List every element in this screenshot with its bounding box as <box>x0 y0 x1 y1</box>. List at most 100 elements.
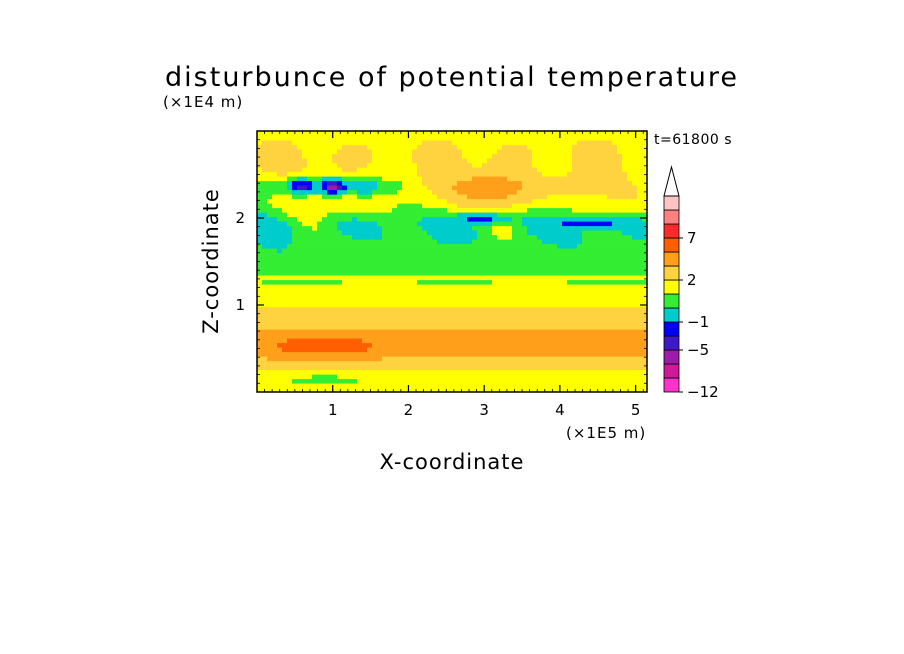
field-cell <box>542 266 548 272</box>
field-cell <box>642 212 647 218</box>
field-cell <box>432 212 438 218</box>
field-cell <box>437 329 443 335</box>
field-cell <box>257 176 263 182</box>
field-cell <box>367 383 373 389</box>
field-cell <box>607 189 613 195</box>
field-cell <box>277 239 283 245</box>
field-cell <box>377 171 383 177</box>
field-cell <box>382 131 388 137</box>
field-cell <box>367 149 373 155</box>
field-cell <box>537 284 543 290</box>
field-cell <box>367 261 373 267</box>
field-cell <box>452 347 458 353</box>
field-cell <box>322 351 328 357</box>
field-cell <box>547 230 553 236</box>
field-cell <box>562 135 568 141</box>
field-cell <box>262 356 268 362</box>
field-cell <box>507 189 513 195</box>
field-cell <box>267 158 273 164</box>
field-cell <box>262 266 268 272</box>
field-cell <box>327 149 333 155</box>
field-cell <box>292 144 298 150</box>
field-cell <box>522 180 528 186</box>
field-cell <box>507 329 513 335</box>
field-cell <box>557 171 563 177</box>
field-cell <box>532 230 538 236</box>
field-cell <box>642 261 647 267</box>
colorbar-tick-label: −1 <box>687 313 709 331</box>
field-cell <box>367 266 373 272</box>
field-cell <box>372 266 378 272</box>
field-cell <box>332 180 338 186</box>
field-cell <box>257 198 263 204</box>
field-cell <box>297 140 303 146</box>
field-cell <box>297 387 303 392</box>
field-cell <box>277 365 283 371</box>
field-cell <box>367 378 373 384</box>
field-cell <box>277 338 283 344</box>
field-cell <box>327 252 333 258</box>
field-cell <box>402 342 408 348</box>
field-cell <box>312 171 318 177</box>
field-cell <box>547 167 553 173</box>
field-cell <box>527 171 533 177</box>
field-cell <box>622 288 628 294</box>
field-cell <box>532 162 538 168</box>
field-cell <box>402 261 408 267</box>
field-cell <box>597 293 603 299</box>
field-cell <box>322 279 328 285</box>
field-cell <box>267 171 273 177</box>
field-cell <box>302 203 308 209</box>
field-cell <box>322 185 328 191</box>
field-cell <box>267 257 273 263</box>
field-cell <box>632 266 638 272</box>
field-cell <box>507 216 513 222</box>
field-cell <box>312 239 318 245</box>
field-cell <box>357 158 363 164</box>
field-cell <box>272 239 278 245</box>
field-cell <box>542 315 548 321</box>
field-cell <box>412 162 418 168</box>
field-cell <box>322 162 328 168</box>
field-cell <box>352 216 358 222</box>
field-cell <box>322 203 328 209</box>
field-cell <box>632 275 638 281</box>
field-cell <box>457 320 463 326</box>
field-cell <box>467 279 473 285</box>
field-cell <box>342 257 348 263</box>
field-cell <box>297 144 303 150</box>
field-cell <box>617 284 623 290</box>
field-cell <box>397 360 403 366</box>
field-cell <box>587 140 593 146</box>
field-cell <box>382 153 388 159</box>
field-cell <box>267 356 273 362</box>
field-cell <box>607 261 613 267</box>
field-cell <box>392 315 398 321</box>
field-cell <box>587 167 593 173</box>
field-cell <box>292 320 298 326</box>
field-cell <box>587 347 593 353</box>
field-cell <box>357 221 363 227</box>
field-cell <box>637 284 643 290</box>
field-cell <box>397 185 403 191</box>
field-cell <box>277 293 283 299</box>
field-cell <box>387 297 393 303</box>
field-cell <box>282 351 288 357</box>
field-cell <box>447 162 453 168</box>
field-cell <box>627 311 633 317</box>
field-cell <box>532 144 538 150</box>
field-cell <box>622 243 628 249</box>
field-cell <box>352 275 358 281</box>
field-cell <box>577 275 583 281</box>
field-cell <box>452 189 458 195</box>
field-cell <box>447 333 453 339</box>
field-cell <box>352 333 358 339</box>
field-cell <box>492 284 498 290</box>
field-cell <box>622 221 628 227</box>
field-cell <box>567 144 573 150</box>
field-cell <box>317 347 323 353</box>
field-cell <box>517 360 523 366</box>
field-cell <box>452 333 458 339</box>
field-cell <box>502 252 508 258</box>
field-cell <box>442 347 448 353</box>
